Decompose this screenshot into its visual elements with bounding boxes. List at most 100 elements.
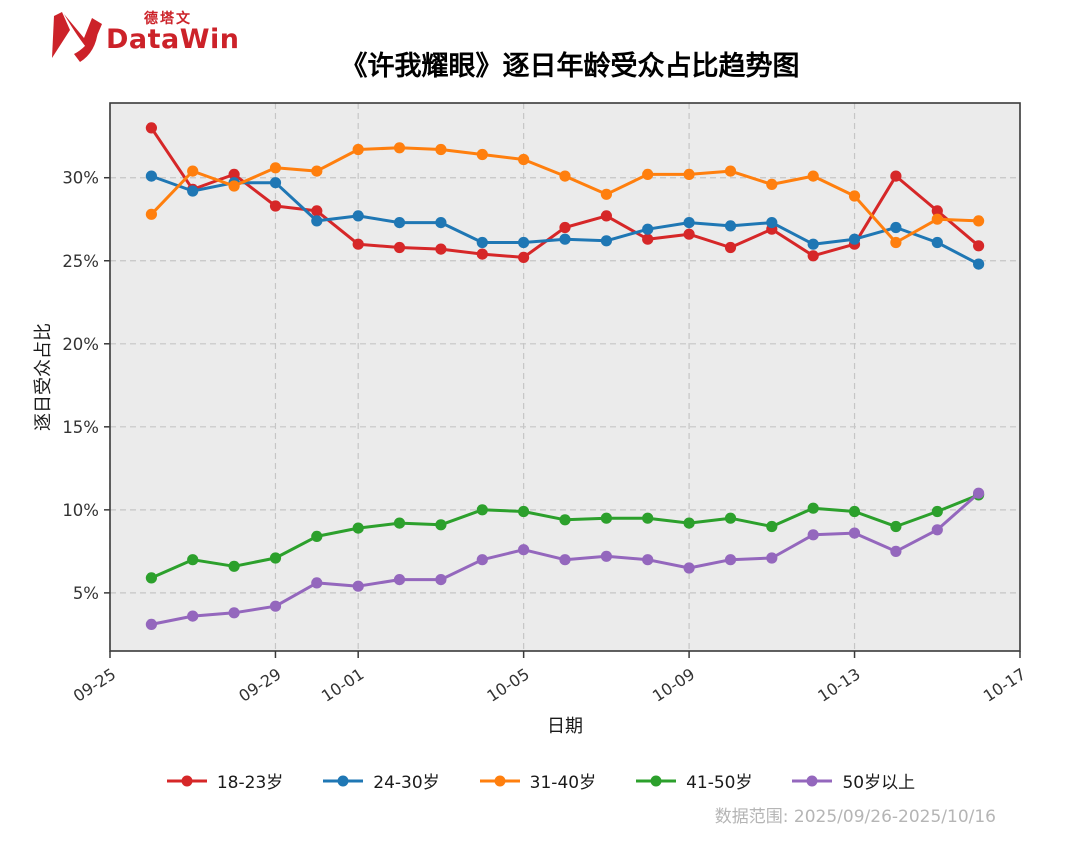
- y-tick-label: 5%: [73, 584, 99, 603]
- data-point-age-24-30: [145, 170, 157, 182]
- data-point-age-50-plus: [435, 574, 447, 586]
- data-point-age-50-plus: [642, 554, 654, 566]
- data-point-age-31-40: [683, 168, 695, 180]
- legend-item-age-18-23: 18-23岁: [165, 768, 283, 793]
- data-point-age-41-50: [848, 505, 861, 518]
- legend-item-label: 31-40岁: [529, 773, 597, 793]
- data-point-age-31-40: [890, 236, 902, 249]
- data-point-age-18-23: [311, 205, 323, 217]
- data-point-age-31-40: [973, 215, 985, 227]
- data-point-age-50-plus: [807, 529, 819, 541]
- logo-text-block: 德塔文 DataWin: [106, 8, 240, 55]
- legend-item-age-50-plus: 50岁以上: [790, 768, 915, 793]
- data-point-age-24-30: [807, 238, 819, 250]
- data-point-age-41-50: [642, 512, 654, 524]
- legend-line-marker-icon: [479, 775, 520, 786]
- legend-item-label: 18-23岁: [216, 773, 284, 793]
- data-point-age-24-30: [931, 236, 943, 249]
- data-point-age-31-40: [848, 190, 861, 202]
- data-point-age-41-50: [187, 554, 199, 566]
- data-point-age-31-40: [476, 148, 488, 161]
- data-point-age-31-40: [393, 142, 406, 154]
- plot-border: [109, 102, 1021, 652]
- data-point-age-18-23: [683, 228, 695, 240]
- datawin-logo-icon: [52, 12, 102, 62]
- data-point-age-18-23: [973, 240, 985, 252]
- data-point-age-24-30: [973, 258, 985, 270]
- data-point-age-41-50: [931, 505, 943, 518]
- data-point-age-31-40: [187, 165, 199, 177]
- data-point-age-50-plus: [890, 545, 902, 558]
- data-point-age-50-plus: [352, 580, 364, 592]
- data-point-age-18-23: [145, 122, 157, 134]
- data-point-age-24-30: [476, 236, 488, 249]
- y-tick-label: 10%: [62, 501, 99, 520]
- data-point-age-41-50: [435, 519, 447, 531]
- data-point-age-41-50: [724, 512, 737, 524]
- data-point-age-31-40: [269, 162, 282, 174]
- x-axis-label: 日期: [547, 716, 583, 737]
- data-point-age-18-23: [642, 233, 654, 245]
- data-point-age-24-30: [890, 221, 902, 234]
- data-point-age-50-plus: [683, 562, 695, 574]
- data-point-age-31-40: [559, 170, 571, 182]
- legend-item-label: 24-30岁: [373, 773, 440, 793]
- data-point-age-18-23: [931, 205, 943, 217]
- data-point-age-18-23: [890, 170, 902, 182]
- y-tick-label: 25%: [62, 252, 99, 271]
- data-point-age-50-plus: [187, 610, 199, 622]
- data-point-age-50-plus: [476, 554, 488, 566]
- x-tick-label: 10-13: [814, 664, 863, 705]
- data-point-age-41-50: [890, 520, 902, 533]
- data-point-age-18-23: [269, 200, 282, 212]
- datawin-logo: 德塔文 DataWin: [40, 8, 240, 66]
- data-point-age-41-50: [393, 517, 406, 529]
- data-point-age-50-plus: [973, 487, 985, 499]
- data-point-age-24-30: [518, 236, 530, 249]
- legend-item-label: 41-50岁: [686, 773, 753, 793]
- legend-item-age-31-40: 31-40岁: [478, 768, 596, 793]
- data-point-age-41-50: [145, 572, 157, 584]
- legend: 18-23岁 24-30岁 31-40岁 41-50岁 50岁以上: [0, 768, 1080, 793]
- data-point-age-50-plus: [600, 550, 613, 562]
- data-point-age-31-40: [311, 165, 323, 177]
- data-point-age-41-50: [807, 502, 819, 514]
- y-tick-label: 20%: [62, 335, 99, 354]
- x-tick-label: 10-05: [483, 664, 532, 705]
- brand-english-text: DataWin: [106, 24, 240, 55]
- data-point-age-41-50: [559, 514, 571, 526]
- data-point-age-24-30: [642, 223, 654, 235]
- trend-line-chart: 5% 10% 15% 20% 25% 30% 09-25 09-29 10-01 10-05 10-…: [62, 102, 1029, 706]
- data-point-age-18-23: [476, 248, 488, 260]
- data-point-age-50-plus: [145, 618, 157, 631]
- data-point-age-31-40: [931, 213, 943, 225]
- data-point-age-50-plus: [848, 527, 861, 539]
- data-range-note: 数据范围: 2025/09/26-2025/10/16: [714, 807, 996, 827]
- data-point-age-18-23: [435, 243, 447, 255]
- data-point-age-18-23: [600, 210, 613, 222]
- data-point-age-24-30: [435, 217, 447, 229]
- x-tick-label: 10-01: [318, 664, 367, 705]
- data-point-age-31-40: [600, 188, 613, 200]
- data-point-age-24-30: [766, 217, 778, 229]
- data-point-age-41-50: [269, 552, 282, 564]
- data-point-age-31-40: [435, 143, 447, 156]
- data-point-age-41-50: [766, 520, 778, 533]
- y-tick-label: 30%: [62, 169, 99, 188]
- data-point-age-24-30: [269, 177, 282, 189]
- data-point-age-41-50: [518, 505, 530, 518]
- data-point-age-18-23: [807, 250, 819, 262]
- data-point-age-50-plus: [559, 554, 571, 566]
- data-point-age-24-30: [393, 217, 406, 229]
- data-point-age-50-plus: [393, 574, 406, 586]
- data-point-age-18-23: [352, 238, 364, 250]
- data-point-age-18-23: [393, 241, 406, 254]
- data-point-age-31-40: [518, 153, 530, 166]
- data-point-age-24-30: [600, 235, 613, 247]
- legend-item-age-41-50: 41-50岁: [634, 768, 752, 793]
- data-point-age-18-23: [559, 221, 571, 234]
- data-point-age-24-30: [848, 233, 861, 245]
- data-point-age-50-plus: [311, 577, 323, 589]
- legend-line-marker-icon: [792, 775, 833, 786]
- data-point-age-24-30: [683, 217, 695, 229]
